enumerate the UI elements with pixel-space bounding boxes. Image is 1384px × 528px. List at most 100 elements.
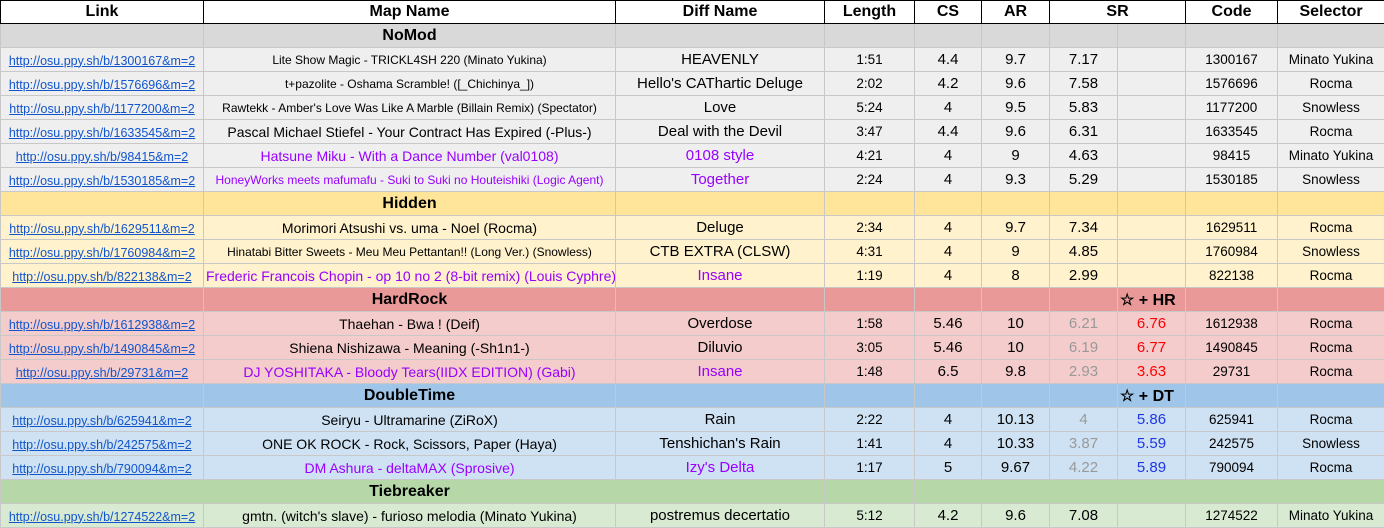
ar: 9.6 xyxy=(982,72,1050,96)
code: 790094 xyxy=(1186,456,1278,480)
length: 1:48 xyxy=(825,360,915,384)
length: 2:24 xyxy=(825,168,915,192)
code: 1177200 xyxy=(1186,96,1278,120)
header-length: Length xyxy=(825,1,915,24)
table-row: http://osu.ppy.sh/b/1300167&m=2 Lite Sho… xyxy=(1,48,1384,72)
table-row: http://osu.ppy.sh/b/242575&m=2 ONE OK RO… xyxy=(1,432,1384,456)
cs: 5.46 xyxy=(915,312,982,336)
diff-name: Together xyxy=(616,168,825,192)
map-name: Hinatabi Bitter Sweets - Meu Meu Pettant… xyxy=(204,240,616,264)
header-diff-name: Diff Name xyxy=(616,1,825,24)
length: 3:05 xyxy=(825,336,915,360)
selector: Rocma xyxy=(1278,312,1384,336)
table-row: http://osu.ppy.sh/b/1490845&m=2 Shiena N… xyxy=(1,336,1384,360)
diff-name: 0108 style xyxy=(616,144,825,168)
table-row: http://osu.ppy.sh/b/1530185&m=2 HoneyWor… xyxy=(1,168,1384,192)
beatmap-link[interactable]: http://osu.ppy.sh/b/1300167&m=2 xyxy=(9,54,195,68)
beatmap-link[interactable]: http://osu.ppy.sh/b/822138&m=2 xyxy=(12,270,191,284)
map-name: gmtn. (witch's slave) - furioso melodia … xyxy=(204,504,616,528)
sr-mod xyxy=(1118,144,1186,168)
cs: 4.4 xyxy=(915,48,982,72)
sr-mod xyxy=(1118,120,1186,144)
map-name: Rawtekk - Amber's Love Was Like A Marble… xyxy=(204,96,616,120)
table-row: http://osu.ppy.sh/b/625941&m=2 Seiryu - … xyxy=(1,408,1384,432)
map-name: Seiryu - Ultramarine (ZiRoX) xyxy=(204,408,616,432)
beatmap-link[interactable]: http://osu.ppy.sh/b/1612938&m=2 xyxy=(9,318,195,332)
length: 1:41 xyxy=(825,432,915,456)
sr-mod xyxy=(1118,240,1186,264)
section-tiebreaker: Tiebreaker xyxy=(1,480,1384,504)
ar: 9 xyxy=(982,240,1050,264)
beatmap-link[interactable]: http://osu.ppy.sh/b/790094&m=2 xyxy=(12,462,191,476)
ar: 9.3 xyxy=(982,168,1050,192)
ar: 10 xyxy=(982,312,1050,336)
beatmap-link[interactable]: http://osu.ppy.sh/b/1177200&m=2 xyxy=(9,102,194,116)
code: 1612938 xyxy=(1186,312,1278,336)
selector: Snowless xyxy=(1278,168,1384,192)
code: 1530185 xyxy=(1186,168,1278,192)
beatmap-link[interactable]: http://osu.ppy.sh/b/1274522&m=2 xyxy=(9,510,195,524)
beatmap-link[interactable]: http://osu.ppy.sh/b/625941&m=2 xyxy=(12,414,191,428)
diff-name: Hello's CAThartic Deluge xyxy=(616,72,825,96)
sr-mod xyxy=(1118,96,1186,120)
sr: 6.19 xyxy=(1050,336,1118,360)
cs: 4.4 xyxy=(915,120,982,144)
beatmap-link[interactable]: http://osu.ppy.sh/b/1490845&m=2 xyxy=(9,342,195,356)
beatmap-link[interactable]: http://osu.ppy.sh/b/98415&m=2 xyxy=(16,150,188,164)
beatmap-link[interactable]: http://osu.ppy.sh/b/1576696&m=2 xyxy=(9,78,195,92)
map-name: Shiena Nishizawa - Meaning (-Sh1n1-) xyxy=(204,336,616,360)
table-row: http://osu.ppy.sh/b/1274522&m=2 gmtn. (w… xyxy=(1,504,1384,528)
section-doubletime: DoubleTime ☆ + DT xyxy=(1,384,1384,408)
sr-mod xyxy=(1118,216,1186,240)
ar: 9.8 xyxy=(982,360,1050,384)
ar: 9.7 xyxy=(982,48,1050,72)
cs: 4 xyxy=(915,144,982,168)
length: 3:47 xyxy=(825,120,915,144)
cs: 4.2 xyxy=(915,72,982,96)
length: 4:31 xyxy=(825,240,915,264)
sr-mod: 5.86 xyxy=(1118,408,1186,432)
map-name: HoneyWorks meets mafumafu - Suki to Suki… xyxy=(204,168,616,192)
sr: 4.85 xyxy=(1050,240,1118,264)
selector: Snowless xyxy=(1278,432,1384,456)
table-row: http://osu.ppy.sh/b/1633545&m=2 Pascal M… xyxy=(1,120,1384,144)
cs: 4 xyxy=(915,432,982,456)
diff-name: Overdose xyxy=(616,312,825,336)
section-title: Hidden xyxy=(204,192,616,216)
diff-name: Love xyxy=(616,96,825,120)
beatmap-link[interactable]: http://osu.ppy.sh/b/29731&m=2 xyxy=(16,366,188,380)
cs: 4 xyxy=(915,216,982,240)
cs: 6.5 xyxy=(915,360,982,384)
table-row: http://osu.ppy.sh/b/1629511&m=2 Morimori… xyxy=(1,216,1384,240)
diff-name: Tenshichan's Rain xyxy=(616,432,825,456)
selector: Minato Yukina xyxy=(1278,48,1384,72)
beatmap-link[interactable]: http://osu.ppy.sh/b/1530185&m=2 xyxy=(9,174,195,188)
selector: Rocma xyxy=(1278,72,1384,96)
beatmap-link[interactable]: http://osu.ppy.sh/b/1629511&m=2 xyxy=(9,222,194,236)
selector: Rocma xyxy=(1278,336,1384,360)
beatmap-link[interactable]: http://osu.ppy.sh/b/242575&m=2 xyxy=(12,438,191,452)
sr: 4.22 xyxy=(1050,456,1118,480)
selector: Snowless xyxy=(1278,96,1384,120)
table-row: http://osu.ppy.sh/b/822138&m=2 Frederic … xyxy=(1,264,1384,288)
table-row: http://osu.ppy.sh/b/29731&m=2 DJ YOSHITA… xyxy=(1,360,1384,384)
selector: Rocma xyxy=(1278,216,1384,240)
table-row: http://osu.ppy.sh/b/98415&m=2 Hatsune Mi… xyxy=(1,144,1384,168)
map-name: ONE OK ROCK - Rock, Scissors, Paper (Hay… xyxy=(204,432,616,456)
code: 242575 xyxy=(1186,432,1278,456)
header-ar: AR xyxy=(982,1,1050,24)
sr-mod xyxy=(1118,168,1186,192)
header-row: Link Map Name Diff Name Length CS AR SR … xyxy=(1,1,1384,24)
selector: Minato Yukina xyxy=(1278,504,1384,528)
selector: Rocma xyxy=(1278,456,1384,480)
selector: Minato Yukina xyxy=(1278,144,1384,168)
map-name: Lite Show Magic - TRICKL4SH 220 (Minato … xyxy=(204,48,616,72)
code: 1629511 xyxy=(1186,216,1278,240)
ar: 9.67 xyxy=(982,456,1050,480)
sr: 3.87 xyxy=(1050,432,1118,456)
beatmap-link[interactable]: http://osu.ppy.sh/b/1633545&m=2 xyxy=(9,126,195,140)
beatmap-link[interactable]: http://osu.ppy.sh/b/1760984&m=2 xyxy=(9,246,195,260)
header-sr: SR xyxy=(1050,1,1186,24)
length: 4:21 xyxy=(825,144,915,168)
table-row: http://osu.ppy.sh/b/1177200&m=2 Rawtekk … xyxy=(1,96,1384,120)
